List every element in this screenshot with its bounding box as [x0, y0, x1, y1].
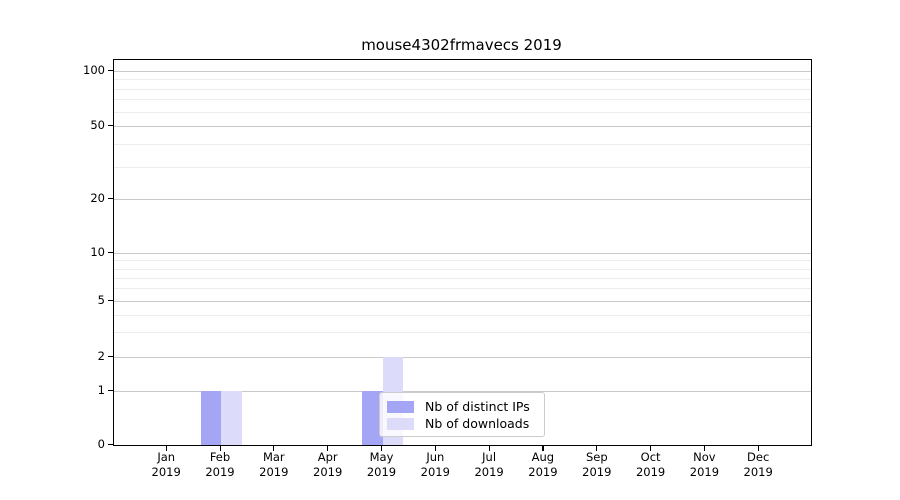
y-tick-label: 10 [90, 245, 105, 259]
x-tick-month: Jan [157, 450, 176, 464]
y-tick-label: 5 [97, 293, 105, 307]
x-tick-label: Feb 2019 [192, 450, 248, 480]
x-tick [650, 445, 652, 451]
y-tick-label: 2 [97, 349, 105, 363]
gridline-minor [114, 166, 811, 168]
legend-label: Nb of distinct IPs [425, 399, 530, 414]
x-tick-month: Oct [640, 450, 661, 464]
gridline-minor [114, 260, 811, 262]
x-tick [219, 445, 221, 451]
x-tick-month: May [369, 450, 394, 464]
y-tick [108, 197, 113, 199]
gridline-minor [114, 143, 811, 145]
gridline-major [114, 71, 811, 72]
y-tick-label: 50 [90, 118, 105, 132]
x-tick-month: Aug [531, 450, 555, 464]
gridline-minor [114, 288, 811, 290]
x-tick-label: May 2019 [354, 450, 410, 480]
legend-label: Nb of downloads [425, 416, 530, 431]
y-tick [108, 251, 113, 253]
legend-swatch-icon [387, 400, 414, 413]
x-tick-year: 2019 [474, 465, 504, 479]
bar-feb-2019-ips [200, 391, 221, 445]
gridline-minor [114, 332, 811, 334]
gridline-minor [114, 111, 811, 113]
x-tick-month: Feb [209, 450, 231, 464]
y-tick-label: 0 [97, 437, 105, 451]
legend-swatch-icon [387, 417, 414, 430]
x-tick-month: Jun [426, 450, 445, 464]
gridline-minor [114, 268, 811, 270]
gridline-major [114, 301, 811, 302]
gridline-minor [114, 88, 811, 90]
x-tick-month: Apr [317, 450, 338, 464]
chart-title: mouse4302frmavecs 2019 [361, 36, 562, 54]
x-tick-year: 2019 [689, 465, 720, 479]
gridline-major [114, 126, 811, 127]
x-tick [381, 445, 383, 451]
x-tick [488, 445, 490, 451]
x-tick-year: 2019 [259, 465, 289, 479]
x-tick-month: Dec [747, 450, 770, 464]
x-tick-year: 2019 [582, 465, 612, 479]
x-tick [273, 445, 275, 451]
gridline-major [114, 199, 811, 200]
x-tick-year: 2019 [366, 465, 397, 479]
gridline-minor [114, 277, 811, 279]
x-tick-year: 2019 [528, 465, 558, 479]
x-tick-label: Jul 2019 [461, 450, 517, 480]
x-tick [596, 445, 598, 451]
gridline-minor [114, 314, 811, 316]
x-tick-year: 2019 [420, 465, 450, 479]
x-tick-year: 2019 [743, 465, 773, 479]
x-tick-year: 2019 [635, 465, 666, 479]
x-tick-year: 2019 [151, 465, 181, 479]
x-tick [703, 445, 706, 451]
x-tick-month: Mar [262, 450, 285, 464]
plot-area: Nb of distinct IPs Nb of downloads [113, 59, 812, 446]
x-tick-month: Nov [693, 450, 716, 464]
x-tick-label: Mar 2019 [246, 450, 302, 480]
gridline-minor [114, 99, 811, 101]
bar-may-2019-ips [362, 391, 383, 445]
x-tick-label: Oct 2019 [623, 450, 679, 480]
x-tick [327, 445, 329, 451]
y-tick-label: 20 [90, 191, 105, 205]
x-tick-label: Jun 2019 [407, 450, 463, 480]
x-tick [434, 445, 436, 451]
y-tick-label: 100 [83, 63, 105, 77]
legend-item: Nb of distinct IPs [387, 398, 544, 415]
x-tick-year: 2019 [205, 465, 235, 479]
y-tick-label: 1 [97, 383, 105, 397]
gridline-minor [114, 79, 811, 81]
x-tick [757, 445, 759, 451]
x-tick-label: Jan 2019 [138, 450, 194, 480]
x-tick-label: Nov 2019 [676, 450, 732, 480]
gridline-major [114, 253, 811, 254]
bar-feb-2019-downloads [221, 391, 242, 445]
y-tick [108, 124, 113, 126]
x-tick-label: Aug 2019 [515, 450, 571, 480]
x-tick [165, 445, 167, 451]
x-tick-label: Sep 2019 [569, 450, 625, 480]
y-tick [108, 299, 113, 301]
y-tick [108, 443, 113, 445]
x-tick [542, 445, 544, 451]
x-tick-year: 2019 [313, 465, 343, 479]
gridline-major [114, 357, 811, 358]
x-tick-label: Apr 2019 [300, 450, 356, 480]
x-tick-label: Dec 2019 [730, 450, 786, 480]
gridline-major [114, 391, 811, 392]
x-tick-month: Jul [482, 450, 497, 464]
y-tick [108, 389, 113, 391]
legend-item: Nb of downloads [387, 415, 544, 432]
x-tick-month: Sep [585, 450, 608, 464]
y-tick [108, 69, 113, 71]
y-tick [108, 355, 113, 357]
legend: Nb of distinct IPs Nb of downloads [379, 392, 545, 437]
